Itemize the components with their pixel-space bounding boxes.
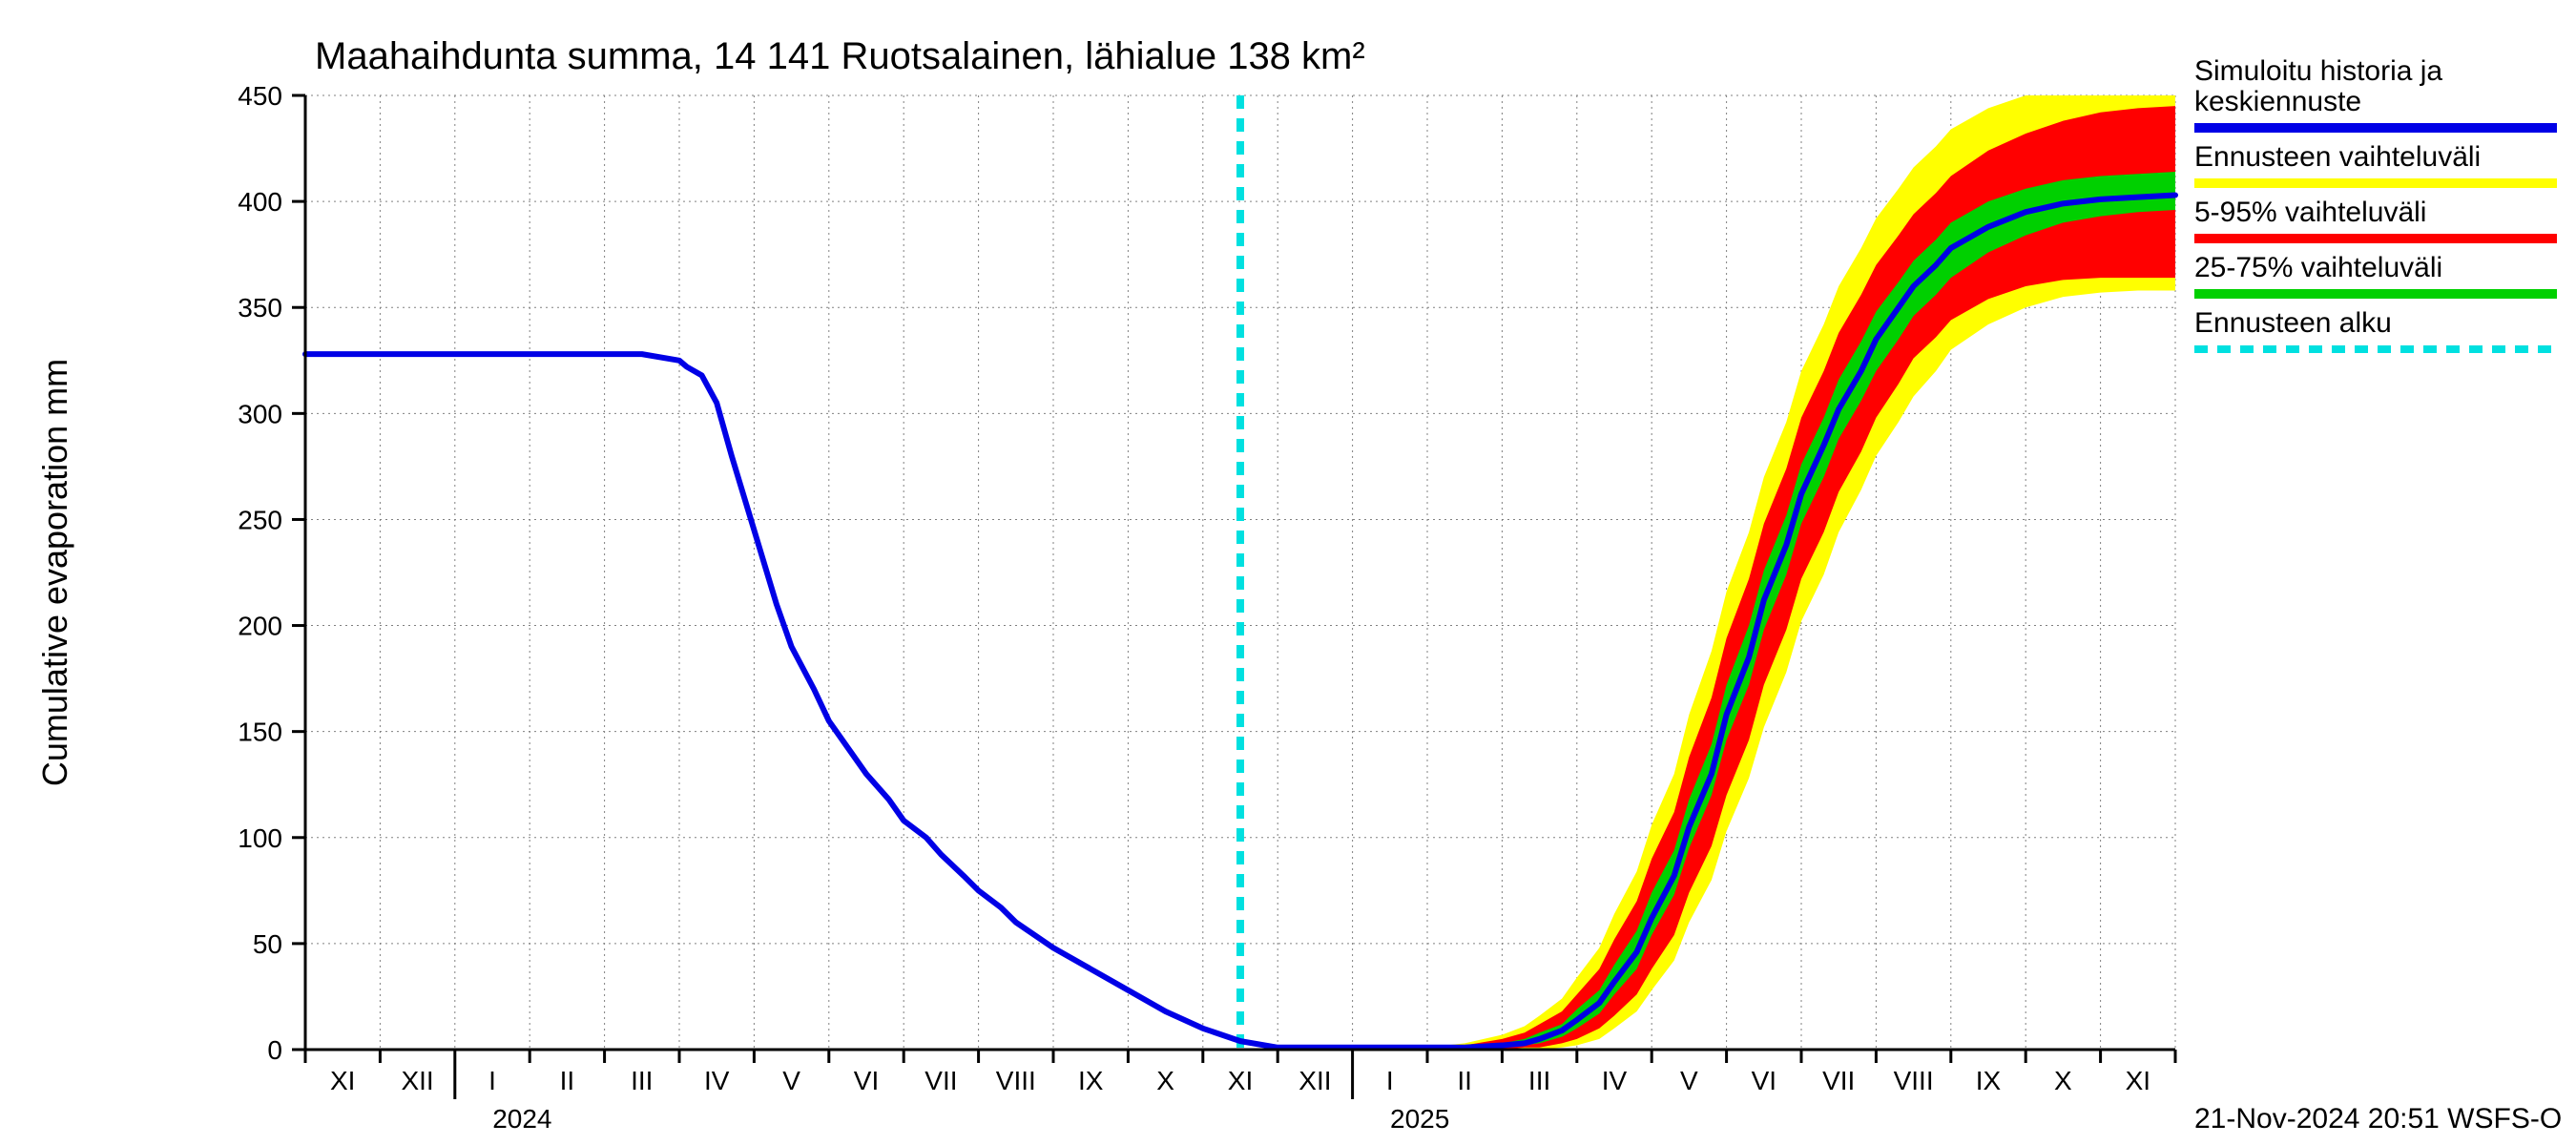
y-tick-label: 450 [238, 81, 282, 111]
y-tick-label: 250 [238, 505, 282, 534]
chart-container: 050100150200250300350400450XIXIIIIIIIIIV… [0, 0, 2576, 1145]
x-month-label: IV [704, 1066, 730, 1095]
x-month-label: XI [2126, 1066, 2150, 1095]
x-month-label: V [782, 1066, 800, 1095]
chart-footer: 21-Nov-2024 20:51 WSFS-O [2194, 1103, 2562, 1135]
x-month-label: X [2054, 1066, 2072, 1095]
x-month-label: XI [330, 1066, 355, 1095]
x-month-label: II [1457, 1066, 1472, 1095]
x-month-label: VII [1822, 1066, 1855, 1095]
y-axis-label: Cumulative evaporation mm [35, 359, 74, 786]
x-month-label: XII [401, 1066, 433, 1095]
legend-label: Ennusteen alku [2194, 307, 2392, 339]
legend-label: 5-95% vaihteluväli [2194, 197, 2426, 228]
x-month-label: IX [1976, 1066, 2002, 1095]
x-month-label: IX [1078, 1066, 1104, 1095]
x-month-label: III [1528, 1066, 1550, 1095]
x-month-label: IV [1602, 1066, 1628, 1095]
x-month-label: III [631, 1066, 653, 1095]
y-tick-label: 400 [238, 187, 282, 217]
x-month-label: VI [854, 1066, 879, 1095]
y-tick-label: 50 [253, 929, 282, 959]
x-year-label: 2024 [492, 1104, 551, 1134]
x-month-label: VI [1752, 1066, 1776, 1095]
chart-svg: 050100150200250300350400450XIXIIIIIIIIIV… [0, 0, 2576, 1145]
chart-bg [0, 0, 2576, 1145]
y-tick-label: 0 [267, 1035, 282, 1065]
x-month-label: VII [924, 1066, 957, 1095]
x-month-label: XI [1228, 1066, 1253, 1095]
chart-title: Maahaihdunta summa, 14 141 Ruotsalainen,… [315, 35, 1365, 77]
x-month-label: V [1680, 1066, 1698, 1095]
legend-label: Ennusteen vaihteluväli [2194, 141, 2481, 173]
y-tick-label: 150 [238, 718, 282, 747]
legend-label: Simuloitu historia ja [2194, 55, 2442, 87]
y-tick-label: 350 [238, 293, 282, 323]
x-month-label: I [488, 1066, 496, 1095]
x-month-label: XII [1298, 1066, 1331, 1095]
y-tick-label: 200 [238, 612, 282, 641]
x-month-label: VIII [1894, 1066, 1934, 1095]
y-tick-label: 300 [238, 399, 282, 428]
y-tick-label: 100 [238, 823, 282, 853]
x-year-label: 2025 [1390, 1104, 1449, 1134]
x-month-label: X [1156, 1066, 1174, 1095]
x-month-label: VIII [996, 1066, 1036, 1095]
legend-label: keskiennuste [2194, 86, 2361, 117]
legend-label: 25-75% vaihteluväli [2194, 252, 2442, 283]
x-month-label: II [560, 1066, 575, 1095]
x-month-label: I [1386, 1066, 1394, 1095]
